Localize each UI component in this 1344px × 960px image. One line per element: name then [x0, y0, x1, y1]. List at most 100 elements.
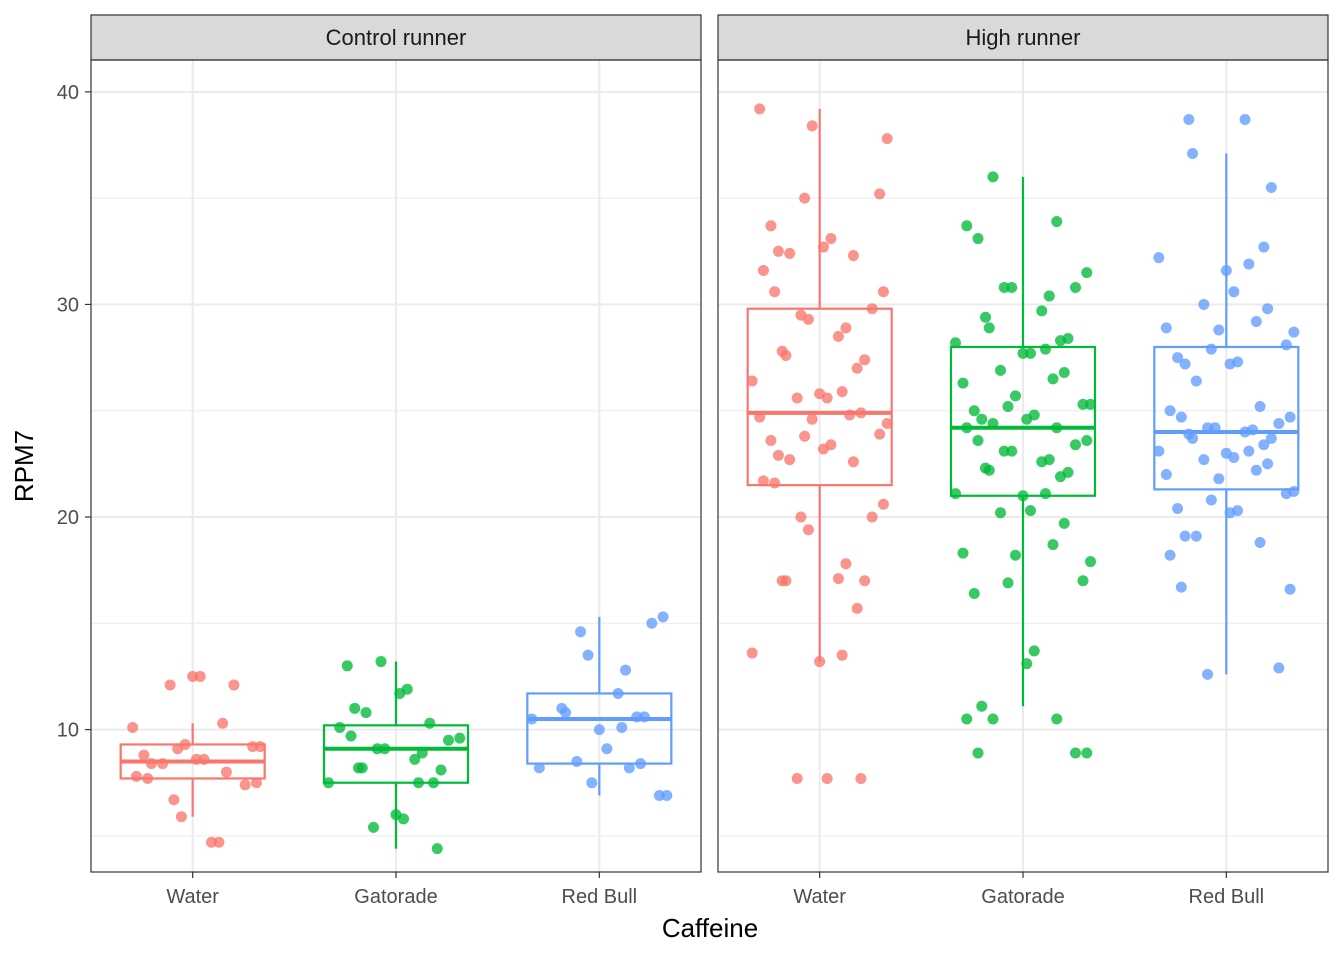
- data-point: [847, 250, 859, 262]
- data-point: [961, 220, 973, 232]
- data-point: [1021, 413, 1033, 425]
- data-point: [1051, 216, 1063, 228]
- data-point: [157, 758, 169, 770]
- data-point: [575, 626, 587, 638]
- data-point: [881, 133, 893, 145]
- group-gatorade: [949, 171, 1097, 759]
- data-point: [855, 772, 867, 784]
- y-axis: 10 20 30 40: [57, 82, 91, 742]
- data-point: [866, 303, 878, 315]
- data-point: [416, 747, 428, 759]
- data-point: [784, 454, 796, 466]
- data-point: [1036, 305, 1048, 317]
- data-point: [983, 322, 995, 334]
- data-point: [847, 456, 859, 468]
- data-point: [821, 392, 833, 404]
- data-point: [851, 602, 863, 614]
- data-point: [968, 588, 980, 600]
- data-point: [1077, 398, 1089, 410]
- box: [746, 307, 893, 487]
- data-point: [1183, 114, 1195, 126]
- data-point: [968, 405, 980, 417]
- group-water: [746, 103, 893, 784]
- box: [1153, 345, 1300, 491]
- group-gatorade: [322, 656, 470, 855]
- data-point: [832, 330, 844, 342]
- y-tick-label: 30: [57, 294, 79, 316]
- data-point: [1250, 315, 1262, 327]
- data-point: [1055, 335, 1066, 347]
- data-point: [1153, 445, 1165, 457]
- data-point: [1262, 303, 1274, 315]
- data-point: [840, 558, 852, 570]
- data-point: [874, 428, 886, 440]
- data-point: [757, 264, 769, 276]
- data-point: [526, 713, 538, 725]
- data-point: [799, 430, 811, 442]
- data-point: [1224, 507, 1236, 519]
- data-point: [987, 713, 999, 725]
- data-point: [1153, 252, 1165, 264]
- data-point: [635, 758, 647, 770]
- data-point: [972, 233, 984, 245]
- data-point: [1273, 662, 1285, 674]
- data-point: [1055, 471, 1066, 483]
- data-point: [560, 707, 572, 719]
- data-point: [1243, 445, 1255, 457]
- panel-control: Control runner Water Gatorade Red Bull: [90, 14, 702, 908]
- data-point: [987, 171, 999, 183]
- data-point: [142, 772, 154, 784]
- data-point: [1280, 488, 1292, 500]
- data-point: [145, 758, 157, 770]
- data-point: [987, 417, 999, 429]
- data-point: [757, 475, 769, 487]
- x-tick-label: Red Bull: [562, 886, 638, 908]
- data-point: [1209, 422, 1221, 434]
- data-point: [1224, 358, 1236, 370]
- data-point: [746, 647, 758, 659]
- data-point: [130, 770, 142, 782]
- data-point: [1254, 537, 1266, 549]
- data-point: [1070, 747, 1081, 759]
- data-point: [1190, 375, 1202, 387]
- data-point: [1220, 264, 1232, 276]
- data-point: [1028, 645, 1040, 657]
- data-point: [1058, 517, 1070, 529]
- data-point: [220, 766, 232, 778]
- data-point: [855, 407, 867, 419]
- data-point: [138, 749, 150, 761]
- data-point: [394, 687, 406, 699]
- data-point: [586, 777, 598, 789]
- data-point: [799, 192, 811, 204]
- data-point: [844, 409, 856, 421]
- data-point: [360, 707, 372, 719]
- data-point: [1288, 326, 1300, 338]
- data-point: [746, 375, 758, 387]
- data-point: [866, 511, 878, 523]
- data-point: [582, 649, 594, 661]
- data-point: [1265, 432, 1277, 444]
- data-point: [172, 743, 184, 755]
- data-point: [1202, 668, 1214, 680]
- data-point: [817, 443, 829, 455]
- data-point: [814, 656, 826, 668]
- data-point: [877, 498, 889, 510]
- data-point: [874, 188, 886, 200]
- data-point: [1273, 417, 1285, 429]
- data-point: [1172, 352, 1184, 364]
- data-point: [1036, 456, 1048, 468]
- data-point: [653, 789, 665, 801]
- data-point: [424, 717, 436, 729]
- y-tick-label: 10: [57, 720, 79, 742]
- data-point: [983, 464, 995, 476]
- data-point: [802, 524, 814, 536]
- x-tick-label: Gatorade: [354, 886, 437, 908]
- data-point: [791, 772, 803, 784]
- data-point: [1198, 454, 1210, 466]
- data-point: [190, 753, 202, 765]
- data-point: [1070, 439, 1081, 451]
- data-point: [957, 377, 969, 389]
- data-point: [1205, 343, 1217, 355]
- data-point: [877, 286, 889, 298]
